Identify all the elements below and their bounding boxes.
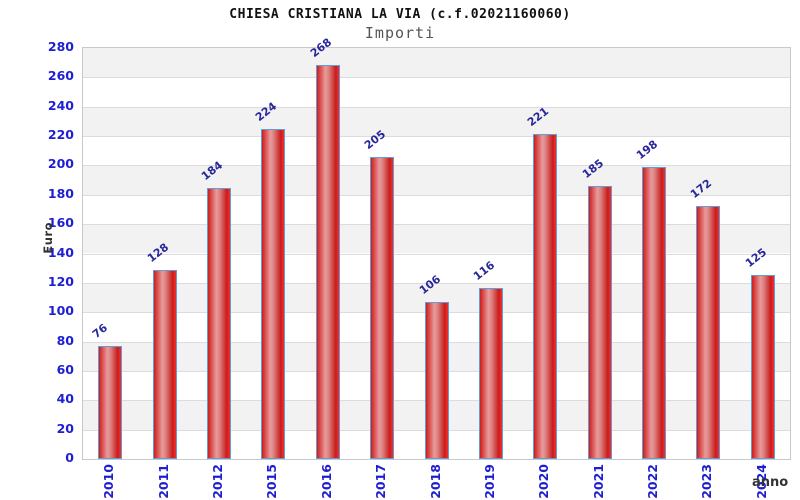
plot-band <box>83 77 790 106</box>
x-tick-label: 2023 <box>699 464 715 499</box>
plot-band <box>83 224 790 254</box>
x-tick-label: 2012 <box>209 464 225 499</box>
gridline <box>83 282 790 284</box>
bar-2017 <box>370 157 395 459</box>
x-tick-label: 2022 <box>645 464 661 499</box>
y-tick-label: 180 <box>47 185 74 201</box>
y-tick-label: 40 <box>56 391 74 407</box>
bar-2022 <box>642 167 667 459</box>
bar-2011 <box>152 270 177 459</box>
x-tick-label: 2017 <box>373 464 389 499</box>
bar-2024 <box>750 274 775 459</box>
bar-2021 <box>587 186 612 459</box>
plot-area: 76 128 184 224 268 205 106 116 221 185 198 172 125 <box>82 35 791 460</box>
chart-subtitle: Importi <box>364 24 436 42</box>
x-tick-label: 2011 <box>155 464 171 499</box>
bar-2016 <box>315 64 340 459</box>
x-tick-label: 2016 <box>318 464 334 499</box>
bar-2023 <box>696 205 721 459</box>
gridline <box>83 224 790 226</box>
x-tick-label: 2010 <box>101 464 117 499</box>
x-tick-label: 2020 <box>536 464 552 499</box>
y-tick-label: 120 <box>47 273 74 289</box>
plot-band <box>83 106 790 137</box>
plot-band <box>83 165 790 195</box>
y-tick-label: 220 <box>47 127 74 143</box>
gridline <box>83 77 790 79</box>
y-tick-label: 260 <box>47 68 74 84</box>
y-tick-label: 200 <box>47 156 74 172</box>
bar-2012 <box>206 187 231 459</box>
plot-band <box>83 136 790 165</box>
x-tick-label: 2015 <box>264 464 280 499</box>
bar-2010 <box>98 346 123 459</box>
x-tick-label: 2019 <box>481 464 497 499</box>
gridline <box>83 136 790 138</box>
y-tick-label: 20 <box>56 420 74 436</box>
plot-band <box>83 195 790 224</box>
y-tick-label: 160 <box>47 215 74 231</box>
y-tick-label: 100 <box>47 303 74 319</box>
y-tick-label: 240 <box>47 97 74 113</box>
y-tick-label: 140 <box>47 244 74 260</box>
bar-2019 <box>478 287 503 459</box>
y-tick-label: 280 <box>47 39 74 54</box>
gridline <box>83 253 790 255</box>
gridline <box>83 165 790 167</box>
x-tick-label: 2018 <box>427 464 443 499</box>
bar-2020 <box>533 133 558 459</box>
gridline <box>83 106 790 108</box>
plot-band <box>83 48 790 78</box>
bar-2018 <box>424 302 449 459</box>
x-axis-title: anno <box>752 475 789 490</box>
y-tick-label: 0 <box>65 450 74 465</box>
x-tick-label: 2021 <box>590 464 606 499</box>
y-axis-title: Euro <box>41 222 55 254</box>
bar-2015 <box>261 129 286 459</box>
chart-title: CHIESA CRISTIANA LA VIA (c.f.02021160060… <box>229 7 571 22</box>
y-tick-label: 60 <box>56 361 74 377</box>
y-tick-label: 80 <box>56 332 74 348</box>
gridline <box>83 194 790 196</box>
